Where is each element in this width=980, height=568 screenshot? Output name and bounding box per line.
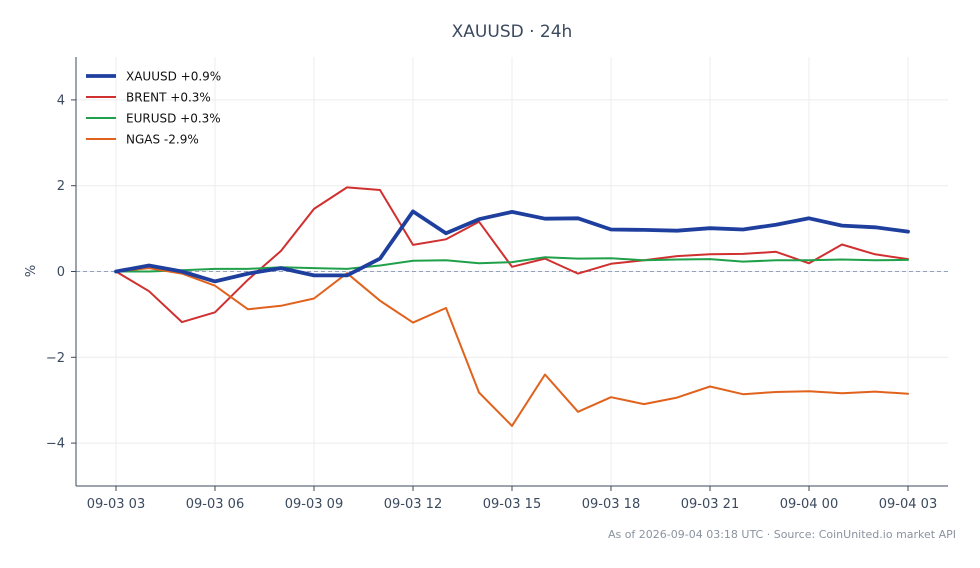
legend-label-xauusd: XAUUSD +0.9%: [126, 70, 221, 84]
x-tick-label: 09-03 15: [483, 497, 541, 512]
grid-lines: [76, 57, 948, 486]
x-tick-label: 09-03 06: [186, 497, 244, 512]
legend-label-brent: BRENT +0.3%: [126, 91, 211, 105]
x-tick-label: 09-03 12: [384, 497, 442, 512]
source-note: As of 2026-09-04 03:18 UTC · Source: Coi…: [608, 528, 956, 541]
y-axis-ticks: 4 2 0 −2 −4: [46, 93, 76, 452]
series-lines: [114, 186, 910, 427]
y-tick-label: −4: [46, 437, 65, 452]
y-tick-label: 4: [57, 93, 65, 108]
series-line-brent: [115, 186, 909, 324]
chart-title: XAUUSD · 24h: [452, 22, 573, 42]
legend: XAUUSD +0.9% BRENT +0.3% EURUSD +0.3% NGAS …: [86, 70, 221, 147]
x-tick-label: 09-04 00: [780, 497, 838, 512]
x-tick-label: 09-03 18: [582, 497, 640, 512]
x-tick-label: 09-03 03: [87, 497, 145, 512]
x-tick-label: 09-03 21: [681, 497, 739, 512]
y-tick-label: 2: [57, 179, 65, 194]
x-axis-ticks: 09-03 03 09-03 06 09-03 09 09-03 12 09-03 15…: [87, 486, 937, 512]
legend-label-eurusd: EURUSD +0.3%: [126, 112, 221, 126]
legend-label-ngas: NGAS -2.9%: [126, 133, 199, 147]
x-tick-label: 09-03 09: [285, 497, 343, 512]
series-line-ngas: [115, 267, 909, 427]
y-tick-label: 0: [57, 265, 65, 280]
x-tick-label: 09-04 03: [879, 497, 937, 512]
series-line-eurusd: [115, 256, 909, 273]
y-tick-label: −2: [46, 351, 65, 366]
y-axis-label: %: [24, 265, 39, 277]
series-line-xauusd: [114, 209, 910, 284]
